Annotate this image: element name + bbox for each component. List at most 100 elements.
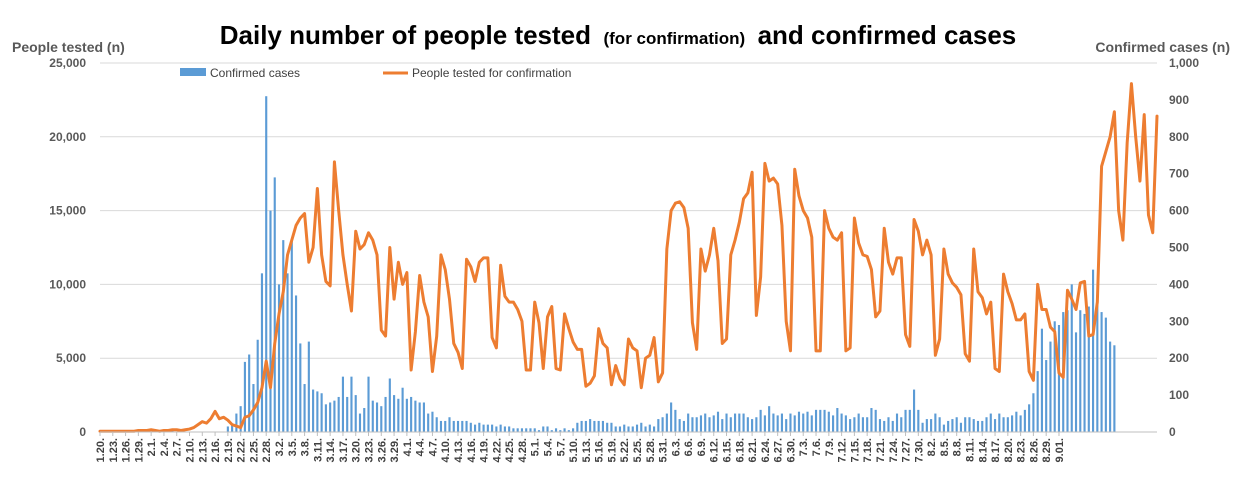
confirmed-cases-bar bbox=[473, 424, 477, 432]
confirmed-cases-bar bbox=[316, 391, 319, 432]
confirmed-cases-bar bbox=[512, 428, 515, 432]
confirmed-cases-bar bbox=[226, 426, 229, 432]
confirmed-cases-bar bbox=[239, 406, 242, 432]
confirmed-cases-bar bbox=[648, 424, 651, 432]
confirmed-cases-bar bbox=[516, 428, 519, 432]
confirmed-cases-bar bbox=[776, 415, 779, 432]
confirmed-cases-bar bbox=[1040, 328, 1043, 432]
x-axis-tick-label: 4.13. bbox=[453, 438, 465, 462]
confirmed-cases-bar bbox=[733, 413, 737, 432]
x-axis-tick-label: 6.18. bbox=[734, 438, 746, 462]
confirmed-cases-bar bbox=[687, 413, 690, 432]
confirmed-cases-bar bbox=[567, 430, 570, 432]
confirmed-cases-bar bbox=[354, 395, 357, 432]
confirmed-cases-bar bbox=[410, 396, 413, 432]
confirmed-cases-bar bbox=[976, 420, 980, 432]
confirmed-cases-bar bbox=[755, 417, 758, 432]
confirmed-cases-bar bbox=[1104, 317, 1107, 432]
confirmed-cases-bar bbox=[904, 409, 907, 432]
confirmed-cases-bar bbox=[503, 426, 506, 432]
confirmed-cases-bar bbox=[1083, 313, 1086, 432]
x-axis-tick-label: 5.10. bbox=[568, 438, 580, 462]
confirmed-cases-bar bbox=[729, 417, 732, 432]
confirmed-cases-bar bbox=[695, 417, 698, 432]
x-axis-tick-label: 5.28. bbox=[645, 438, 657, 462]
confirmed-cases-bar bbox=[844, 415, 847, 432]
confirmed-cases-bar bbox=[917, 409, 920, 432]
x-axis-tick-label: 8.23. bbox=[1016, 438, 1028, 462]
confirmed-cases-bar bbox=[814, 409, 818, 432]
right-axis-tick-label: 100 bbox=[1169, 388, 1189, 402]
confirmed-cases-bar bbox=[414, 400, 417, 432]
confirmed-cases-bar bbox=[329, 402, 332, 432]
confirmed-cases-bar bbox=[925, 419, 928, 432]
confirmed-cases-bar bbox=[985, 417, 988, 432]
confirmed-cases-bar bbox=[993, 419, 997, 432]
confirmed-cases-bar bbox=[427, 413, 430, 432]
confirmed-cases-bar bbox=[912, 389, 916, 432]
confirmed-cases-bar bbox=[303, 384, 306, 432]
legend-bars-swatch bbox=[180, 68, 206, 76]
confirmed-cases-bar bbox=[678, 419, 681, 432]
x-axis-tick-label: 1.20. bbox=[95, 438, 107, 462]
confirmed-cases-bar bbox=[827, 411, 830, 432]
x-axis-tick-label: 2.22. bbox=[236, 438, 248, 462]
confirmed-cases-bar bbox=[708, 417, 711, 432]
confirmed-cases-bar bbox=[452, 420, 455, 432]
x-axis-tick-label: 6.24. bbox=[760, 438, 772, 462]
confirmed-cases-bar bbox=[1079, 310, 1082, 432]
chart-title: Daily number of people tested (for confi… bbox=[220, 20, 1017, 50]
left-axis-title: People tested (n) bbox=[12, 39, 125, 55]
x-axis-tick-label: 5.31. bbox=[658, 438, 670, 462]
x-axis-tick-label: 4.19. bbox=[479, 438, 491, 462]
confirmed-cases-bar bbox=[444, 420, 447, 432]
x-axis-tick-label: 3.29. bbox=[389, 438, 401, 462]
confirmed-cases-bar bbox=[751, 419, 754, 432]
x-axis-tick-label: 8.26. bbox=[1028, 438, 1040, 462]
confirmed-cases-bar bbox=[947, 420, 950, 432]
confirmed-cases-bar bbox=[435, 417, 438, 432]
confirmed-cases-bar bbox=[1002, 417, 1005, 432]
confirmed-cases-bar bbox=[418, 402, 421, 432]
confirmed-cases-bar bbox=[665, 413, 668, 432]
confirmed-cases-bar bbox=[832, 415, 835, 432]
confirmed-cases-bar bbox=[508, 426, 511, 432]
x-axis-tick-label: 7.6. bbox=[811, 438, 823, 456]
confirmed-cases-bar bbox=[1032, 393, 1035, 432]
confirmed-cases-bar bbox=[840, 413, 843, 432]
confirmed-cases-bar bbox=[265, 96, 268, 433]
x-axis-tick-label: 6.6. bbox=[683, 438, 695, 456]
confirmed-cases-bar bbox=[857, 413, 860, 432]
right-axis-tick-label: 1,000 bbox=[1169, 56, 1199, 70]
confirmed-cases-bar bbox=[550, 430, 553, 432]
x-axis-tick-label: 8.8. bbox=[952, 438, 964, 456]
x-axis-tick-label: 2.4. bbox=[159, 438, 171, 456]
confirmed-cases-bar bbox=[1015, 411, 1018, 432]
x-axis-tick-label: 3.23. bbox=[364, 438, 376, 462]
confirmed-cases-bar bbox=[746, 417, 749, 432]
confirmed-cases-bar bbox=[955, 417, 958, 432]
confirmed-cases-bar bbox=[878, 419, 882, 432]
x-axis-tick-label: 2.16. bbox=[210, 438, 222, 462]
x-axis-tick-label: 1.23. bbox=[108, 438, 120, 462]
confirmed-cases-bar bbox=[768, 406, 771, 432]
x-axis-tick-label: 3.11. bbox=[312, 438, 324, 462]
confirmed-cases-bar bbox=[725, 413, 728, 432]
confirmed-cases-bar bbox=[1011, 415, 1014, 432]
confirmed-cases-bar bbox=[1006, 417, 1009, 432]
left-axis-tick-label: 5,000 bbox=[56, 351, 86, 365]
confirmed-cases-bar bbox=[384, 396, 387, 432]
confirmed-cases-bar bbox=[337, 396, 340, 432]
confirmed-cases-bar bbox=[307, 341, 310, 432]
left-axis-tick-label: 15,000 bbox=[49, 204, 86, 218]
confirmed-cases-bar bbox=[486, 424, 489, 432]
x-axis-tick-label: 8.2. bbox=[926, 438, 938, 456]
chart-title-main: Daily number of people tested bbox=[220, 20, 591, 50]
confirmed-cases-bar bbox=[559, 430, 562, 432]
gridlines bbox=[100, 62, 1157, 359]
confirmed-cases-bar bbox=[1049, 341, 1052, 432]
confirmed-cases-bar bbox=[363, 408, 366, 432]
confirmed-cases-bar bbox=[593, 420, 596, 432]
confirmed-cases-bars bbox=[98, 96, 1116, 433]
confirmed-cases-bar bbox=[469, 422, 472, 432]
